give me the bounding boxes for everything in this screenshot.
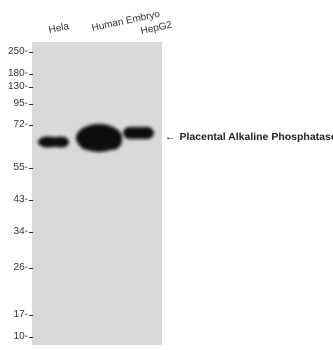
marker-34: 34- (0, 227, 28, 237)
marker-tick (29, 232, 33, 233)
marker-tick (29, 200, 33, 201)
band-label-text: Placental Alkaline Phosphatase (180, 131, 333, 143)
marker-180: 180- (0, 69, 28, 79)
marker-95: 95- (0, 99, 28, 109)
band-hela (38, 137, 69, 148)
marker-tick (29, 52, 33, 53)
marker-10: 10- (0, 332, 28, 342)
marker-43: 43- (0, 195, 28, 205)
marker-250: 250- (0, 47, 28, 57)
blot-membrane (32, 42, 162, 345)
band-hepg2 (123, 127, 154, 139)
marker-tick (29, 268, 33, 269)
marker-17: 17- (0, 310, 28, 320)
blot-bands (32, 42, 162, 345)
band-label: ← Placental Alkaline Phosphatase (165, 131, 333, 143)
marker-72: 72- (0, 120, 28, 130)
marker-tick (29, 168, 33, 169)
marker-26: 26- (0, 263, 28, 273)
marker-tick (29, 315, 33, 316)
lane-label-hela: Hela (48, 21, 70, 36)
marker-tick (29, 74, 33, 75)
marker-tick (29, 125, 33, 126)
arrow-left-icon: ← (165, 131, 176, 143)
marker-tick (29, 104, 33, 105)
marker-55: 55- (0, 163, 28, 173)
marker-tick (29, 337, 33, 338)
marker-tick (29, 87, 33, 88)
band-human-embryo (76, 124, 122, 152)
marker-130: 130- (0, 82, 28, 92)
